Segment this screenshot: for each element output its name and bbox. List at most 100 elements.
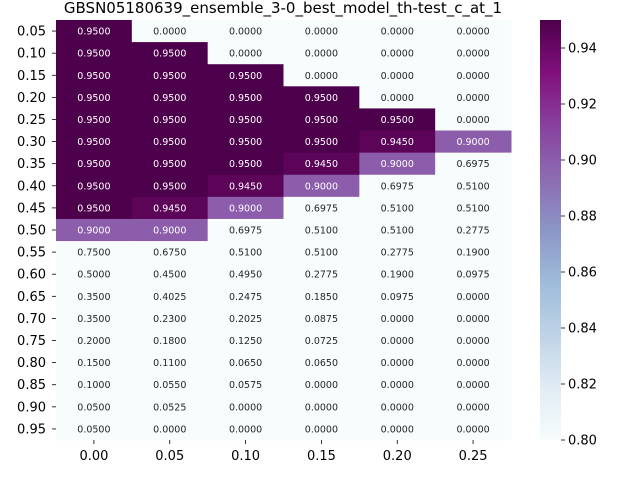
heatmap-cell <box>435 64 512 87</box>
heatmap-cell <box>359 174 436 198</box>
y-tick-label: 0.95 <box>17 422 46 437</box>
cell-value-label: 0.9500 <box>305 137 338 148</box>
heatmap-cell <box>435 86 512 109</box>
cell-value-label: 0.0000 <box>229 402 262 413</box>
cell-value-label: 0.4025 <box>153 292 186 303</box>
heatmap-cell <box>207 108 284 132</box>
heatmap-cell <box>131 20 209 43</box>
heatmap-cell <box>359 42 436 65</box>
heatmap-cell <box>131 395 209 419</box>
cell-value-label: 0.0000 <box>381 402 414 413</box>
heatmap-cell <box>207 329 284 353</box>
y-tick-label: 0.60 <box>17 268 46 283</box>
cell-value-label: 0.9000 <box>153 226 186 237</box>
cell-value-label: 0.2000 <box>77 336 110 347</box>
heatmap-cell <box>207 42 284 65</box>
heatmap-cell <box>207 351 284 375</box>
y-tick-label: 0.25 <box>17 113 46 128</box>
cell-value-label: 0.0000 <box>153 27 186 38</box>
heatmap-cell <box>283 307 360 330</box>
cell-value-label: 0.5100 <box>229 248 262 259</box>
colorbar-tick-label: 0.92 <box>568 98 597 113</box>
y-tick-label: 0.35 <box>17 157 46 172</box>
cell-value-label: 0.0000 <box>456 115 489 126</box>
y-tick-label: 0.80 <box>17 356 46 371</box>
x-tick-label: 0.25 <box>459 449 488 464</box>
heatmap-cell <box>359 196 436 220</box>
heatmap-cell <box>56 86 133 109</box>
heatmap-cell <box>283 196 360 220</box>
heatmap-cell <box>131 241 209 264</box>
cell-value-label: 0.9500 <box>77 181 110 192</box>
cell-value-label: 0.2775 <box>381 248 414 259</box>
cell-value-label: 0.9500 <box>229 159 262 170</box>
heatmap-cell <box>56 108 133 132</box>
heatmap-cell <box>131 196 209 220</box>
cell-value-label: 0.6975 <box>381 181 414 192</box>
heatmap-cell <box>359 152 436 176</box>
heatmap-cell <box>283 263 360 286</box>
cell-value-label: 0.5000 <box>77 270 110 281</box>
y-tick-label: 0.90 <box>17 400 46 415</box>
heatmap-cell <box>56 196 133 220</box>
cell-value-label: 0.3500 <box>77 314 110 325</box>
heatmap-cell <box>56 152 133 176</box>
cell-value-label: 0.4950 <box>229 270 262 281</box>
chart-title: GBSN05180639_ensemble_3-0_best_model_th-… <box>64 0 502 18</box>
heatmap-cell <box>283 64 360 87</box>
heatmap-cell <box>56 20 133 43</box>
colorbar-tick-label: 0.90 <box>568 154 597 169</box>
heatmap-cell <box>131 174 209 198</box>
y-axis: 0.05 0.10 0.15 0.20 0.25 0.30 0.35 0.40 0.45 0.50… <box>17 25 56 437</box>
cell-value-label: 0.0000 <box>456 380 489 391</box>
cell-value-label: 0.0975 <box>381 292 414 303</box>
heatmap-cell <box>283 42 360 65</box>
x-tick-label: 0.20 <box>383 449 412 464</box>
cell-value-label: 0.0000 <box>381 71 414 82</box>
heatmap-cell <box>359 241 436 264</box>
cell-value-label: 0.0000 <box>305 424 338 435</box>
cell-value-label: 0.0000 <box>456 27 489 38</box>
heatmap-cell <box>283 86 360 109</box>
cell-value-label: 0.0000 <box>456 402 489 413</box>
cell-value-label: 0.0000 <box>381 93 414 104</box>
colorbar-tick-label: 0.86 <box>568 266 597 281</box>
heatmap-cell <box>131 218 209 242</box>
heatmap-cell <box>435 218 512 242</box>
cell-value-label: 0.9450 <box>229 181 262 192</box>
cell-value-label: 0.9500 <box>381 115 414 126</box>
cell-value-label: 0.1500 <box>77 358 110 369</box>
heatmap-cell <box>131 373 209 397</box>
cell-value-label: 0.1900 <box>381 270 414 281</box>
heatmap-cell <box>56 285 133 308</box>
cell-value-label: 0.2025 <box>229 314 262 325</box>
heatmap-cell <box>283 417 360 441</box>
cell-value-label: 0.0000 <box>456 336 489 347</box>
cell-value-label: 0.0000 <box>305 49 338 60</box>
heatmap-cell <box>56 351 133 375</box>
x-tick-label: 0.05 <box>155 449 184 464</box>
cell-value-label: 0.0000 <box>381 314 414 325</box>
y-tick-label: 0.85 <box>17 378 46 393</box>
heatmap-cell <box>56 218 133 242</box>
heatmap-cell <box>207 373 284 397</box>
heatmap-cell <box>207 152 284 176</box>
heatmap-cell <box>359 263 436 286</box>
cell-value-label: 0.0550 <box>153 380 186 391</box>
heatmap-cell <box>435 108 512 132</box>
cell-value-label: 0.9500 <box>229 137 262 148</box>
heatmap-cell <box>359 351 436 375</box>
cell-value-label: 0.9500 <box>77 203 110 214</box>
cell-value-label: 0.9450 <box>153 203 186 214</box>
cell-value-label: 0.0975 <box>456 270 489 281</box>
cell-value-label: 0.0000 <box>153 424 186 435</box>
cell-value-label: 0.9500 <box>77 137 110 148</box>
heatmap-cell <box>56 130 133 154</box>
cell-value-label: 0.9500 <box>229 71 262 82</box>
y-tick-label: 0.15 <box>17 69 46 84</box>
heatmap-cell <box>131 329 209 353</box>
cell-value-label: 0.9000 <box>305 181 338 192</box>
x-tick-label: 0.00 <box>79 449 108 464</box>
heatmap-cell <box>283 218 360 242</box>
cell-value-label: 0.0000 <box>305 27 338 38</box>
